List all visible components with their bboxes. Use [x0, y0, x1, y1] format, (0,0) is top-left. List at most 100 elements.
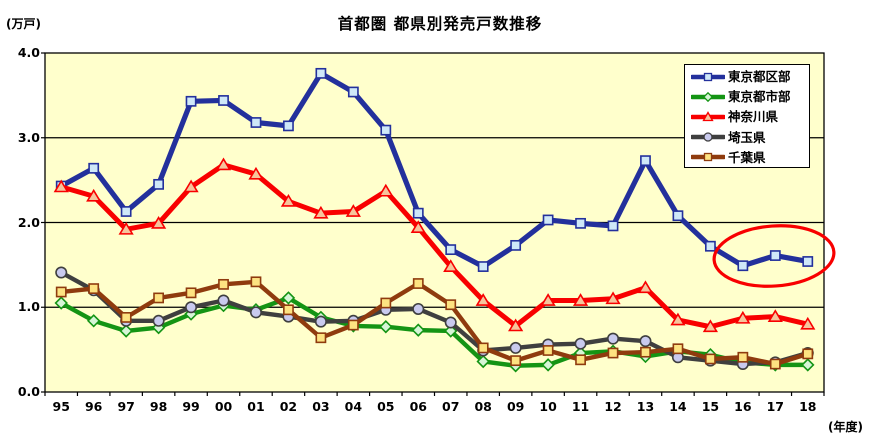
data-point-saitama-99: [185, 301, 198, 314]
data-point-tokyo-kubu-99: [185, 95, 197, 107]
legend-marker-square-icon: [689, 149, 727, 163]
data-point-tokyo-kubu-09: [510, 239, 522, 251]
data-point-tokyo-kubu-17: [769, 250, 781, 261]
x-tick-label-99: 99: [182, 399, 200, 414]
data-point-tokyo-kubu-01: [250, 117, 262, 128]
data-point-chiba-05: [380, 297, 392, 309]
data-point-tokyo-shibu-07: [443, 324, 458, 338]
data-point-chiba-02: [283, 304, 294, 316]
data-point-chiba-97: [120, 312, 132, 323]
data-point-tokyo-shibu-18: [801, 358, 815, 372]
data-point-kanagawa-12: [605, 291, 621, 305]
data-point-saitama-07: [444, 316, 457, 329]
chart-title: 首都圏 都県別発売戸数推移: [337, 15, 543, 33]
x-tick-label-14: 14: [669, 399, 687, 414]
data-point-chiba-12: [607, 347, 619, 359]
legend-item-kanagawa: 神奈川県: [685, 106, 809, 125]
data-point-saitama-09: [509, 341, 522, 354]
data-point-kanagawa-06: [410, 220, 426, 233]
legend-marker-square-icon: [689, 69, 727, 83]
data-point-chiba-07: [445, 299, 457, 311]
legend-label: 埼玉県: [728, 129, 766, 145]
data-point-kanagawa-99: [183, 179, 199, 193]
x-tick-label-16: 16: [734, 399, 752, 414]
x-tick-label-13: 13: [636, 399, 655, 414]
data-point-tokyo-kubu-03: [315, 67, 327, 79]
data-point-tokyo-kubu-16: [737, 260, 749, 272]
data-point-tokyo-shibu-95: [54, 296, 68, 310]
x-tick-label-05: 05: [377, 399, 395, 414]
data-point-tokyo-kubu-06: [412, 207, 424, 219]
x-tick-label-95: 95: [52, 399, 70, 414]
data-point-kanagawa-18: [800, 316, 816, 330]
data-point-chiba-04: [347, 319, 359, 331]
data-point-chiba-99: [185, 287, 197, 299]
x-tick-label-96: 96: [84, 399, 103, 414]
data-point-chiba-96: [88, 283, 100, 295]
data-point-tokyo-kubu-11: [575, 217, 586, 229]
data-point-tokyo-shibu-96: [86, 314, 101, 328]
series-line-tokyo-kubu: [58, 70, 811, 270]
x-tick-label-11: 11: [571, 399, 590, 414]
data-point-saitama-11: [574, 337, 587, 350]
data-point-tokyo-kubu-04: [347, 86, 359, 98]
data-point-kanagawa-16: [735, 310, 751, 324]
x-tick-label-02: 02: [279, 399, 298, 414]
data-point-tokyo-kubu-98: [153, 178, 165, 190]
data-point-chiba-98: [153, 292, 165, 304]
data-point-tokyo-kubu-07: [445, 244, 457, 256]
legend-marker-triangle-icon: [689, 109, 727, 123]
x-tick-label-03: 03: [312, 399, 330, 414]
legend-item-tokyo-shibu: 東京都市部: [685, 86, 809, 105]
x-tick-label-00: 00: [214, 399, 233, 414]
data-point-kanagawa-11: [572, 293, 589, 306]
data-point-kanagawa-13: [637, 280, 654, 294]
data-point-saitama-03: [314, 315, 327, 328]
data-point-tokyo-shibu-05: [379, 320, 393, 334]
data-point-kanagawa-07: [443, 259, 459, 272]
data-point-chiba-95: [55, 286, 67, 298]
data-point-tokyo-kubu-00: [218, 95, 229, 106]
x-tick-label-06: 06: [409, 399, 427, 414]
data-point-chiba-01: [250, 276, 262, 288]
data-point-chiba-18: [802, 348, 814, 360]
data-point-kanagawa-17: [767, 309, 783, 322]
data-point-kanagawa-04: [345, 204, 361, 217]
data-point-saitama-01: [249, 306, 262, 319]
legend-label: 東京都市部: [728, 89, 791, 105]
x-tick-label-08: 08: [474, 399, 492, 414]
legend-item-chiba: 千葉県: [685, 147, 809, 166]
data-point-kanagawa-05: [378, 183, 394, 197]
data-point-tokyo-shibu-97: [119, 324, 133, 338]
x-tick-label-07: 07: [442, 399, 460, 414]
x-tick-label-15: 15: [701, 399, 720, 414]
data-point-kanagawa-14: [670, 312, 686, 326]
legend-item-saitama: 埼玉県: [685, 127, 809, 146]
legend-marker-circle-icon: [689, 129, 727, 143]
y-tick-label-3.0: 3.0: [17, 129, 40, 145]
y-tick-label-4.0: 4.0: [17, 45, 40, 60]
x-tick-label-01: 01: [247, 399, 265, 414]
x-tick-label-97: 97: [117, 399, 135, 414]
data-point-chiba-13: [640, 346, 651, 358]
x-tick-label-09: 09: [506, 399, 525, 414]
data-point-tokyo-kubu-02: [283, 120, 294, 132]
x-tick-label-04: 04: [344, 399, 363, 414]
data-point-tokyo-shibu-98: [151, 320, 166, 335]
series-line-kanagawa: [58, 162, 811, 330]
data-point-chiba-10: [542, 345, 554, 356]
data-point-chiba-09: [510, 355, 522, 367]
data-point-kanagawa-09: [508, 318, 524, 332]
data-point-chiba-16: [737, 351, 749, 363]
data-point-chiba-06: [412, 278, 424, 289]
legend-label: 神奈川県: [728, 109, 779, 125]
data-point-saitama-95: [55, 266, 68, 279]
data-point-tokyo-kubu-13: [640, 155, 651, 167]
data-point-tokyo-kubu-10: [542, 214, 554, 226]
data-point-kanagawa-15: [702, 319, 719, 333]
y-tick-label-2.0: 2.0: [17, 214, 40, 230]
data-point-tokyo-shibu-10: [541, 358, 555, 372]
legend-label: 千葉県: [728, 149, 766, 165]
y-axis-unit-label: (万戸): [6, 17, 41, 31]
